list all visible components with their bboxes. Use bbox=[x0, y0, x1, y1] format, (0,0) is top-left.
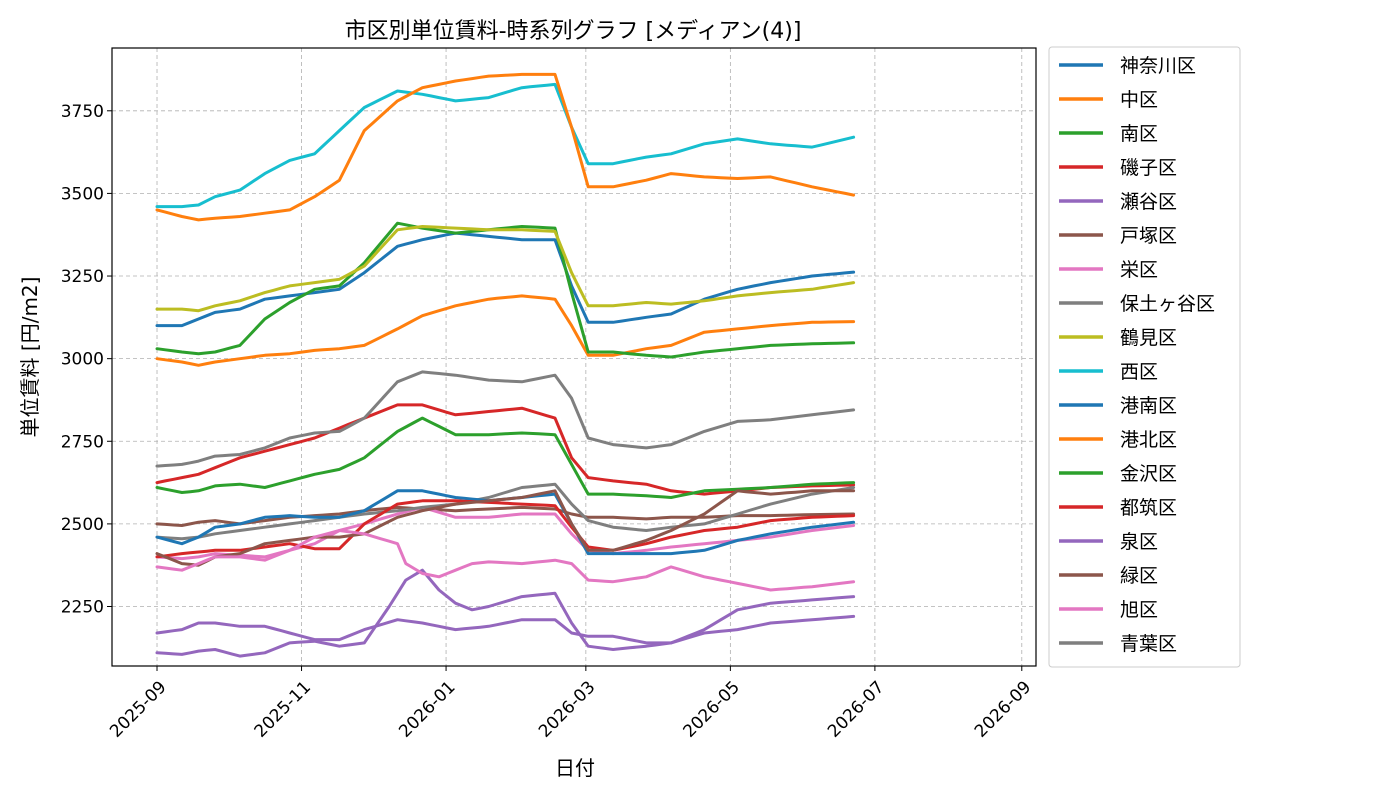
plot-area-frame bbox=[111, 47, 1037, 667]
y-axis-label: 単位賃料 [円/m2] bbox=[18, 277, 42, 438]
legend-label: 保土ヶ谷区 bbox=[1120, 293, 1215, 315]
x-tick-label: 2026-03 bbox=[535, 677, 599, 741]
series-line-12 bbox=[155, 416, 856, 499]
series-line-5 bbox=[155, 505, 856, 527]
x-tick-label: 2026-05 bbox=[680, 677, 744, 741]
series-line-11 bbox=[155, 72, 856, 222]
series-line-13 bbox=[155, 499, 856, 559]
legend-label: 鶴見区 bbox=[1120, 327, 1177, 349]
legend-label: 中区 bbox=[1120, 89, 1158, 111]
series-line-15 bbox=[155, 489, 856, 567]
legend-label: 南区 bbox=[1120, 123, 1158, 145]
x-tick-label: 2025-11 bbox=[251, 677, 315, 741]
x-tick-label: 2026-09 bbox=[971, 677, 1035, 741]
legend-label: 磯子区 bbox=[1120, 157, 1177, 179]
series-line-14 bbox=[155, 568, 856, 658]
y-tick-label: 2500 bbox=[61, 515, 104, 535]
y-tick-label: 3250 bbox=[61, 267, 104, 287]
legend-label: 栄区 bbox=[1120, 259, 1158, 281]
legend-label: 都筑区 bbox=[1120, 497, 1177, 519]
series-line-4 bbox=[155, 614, 856, 645]
series-line-2 bbox=[155, 221, 856, 359]
legend: 神奈川区中区南区磯子区瀬谷区戸塚区栄区保土ヶ谷区鶴見区西区港南区港北区金沢区都筑… bbox=[1048, 46, 1241, 668]
y-tick-label: 2750 bbox=[61, 432, 104, 452]
y-tick-label: 3000 bbox=[61, 350, 104, 370]
y-tick-label: 3750 bbox=[61, 102, 104, 122]
chart-title: 市区別単位賃料-時系列グラフ [メディアン(4)] bbox=[345, 19, 802, 44]
x-axis: 2025-09 2025-11 2026-01 2026-03 2026-05 2026-… bbox=[106, 666, 1035, 742]
series-line-0 bbox=[155, 231, 856, 328]
y-tick-label: 3500 bbox=[61, 184, 104, 204]
series-line-7 bbox=[155, 482, 856, 541]
series-line-17 bbox=[155, 370, 856, 468]
legend-label: 瀬谷区 bbox=[1120, 191, 1177, 213]
x-tick-label: 2026-01 bbox=[395, 677, 459, 741]
series-layer bbox=[155, 72, 856, 658]
x-tick-label: 2025-09 bbox=[106, 677, 170, 741]
legend-label: 戸塚区 bbox=[1120, 225, 1177, 247]
legend-label: 西区 bbox=[1120, 361, 1158, 383]
series-line-16 bbox=[155, 529, 856, 592]
legend-label: 旭区 bbox=[1120, 599, 1158, 621]
legend-label: 港北区 bbox=[1120, 429, 1177, 451]
x-axis-label: 日付 bbox=[555, 756, 595, 780]
series-line-8 bbox=[155, 225, 856, 313]
legend-label: 金沢区 bbox=[1120, 463, 1177, 485]
legend-label: 神奈川区 bbox=[1120, 55, 1196, 77]
legend-label: 泉区 bbox=[1120, 531, 1158, 553]
series-line-9 bbox=[155, 82, 856, 209]
grid-lines bbox=[112, 48, 1036, 666]
series-line-1 bbox=[155, 294, 856, 367]
legend-label: 港南区 bbox=[1120, 395, 1177, 417]
y-tick-label: 2250 bbox=[61, 598, 104, 618]
y-axis: 2250 2500 2750 3000 3250 3500 3750 bbox=[61, 102, 112, 618]
x-tick-label: 2026-07 bbox=[824, 677, 888, 741]
legend-label: 緑区 bbox=[1120, 565, 1158, 587]
legend-label: 青葉区 bbox=[1120, 633, 1177, 655]
